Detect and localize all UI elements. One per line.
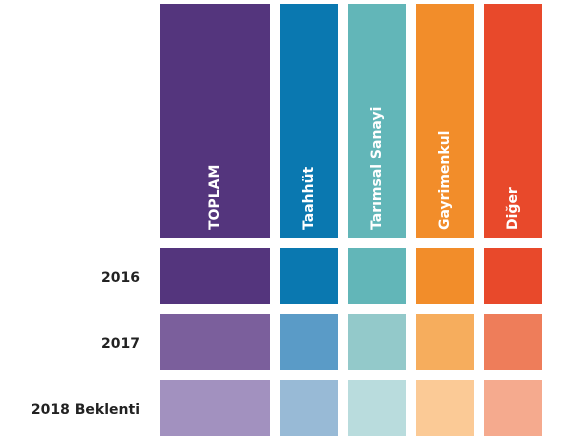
cell xyxy=(160,248,270,304)
column-label: TOPLAM xyxy=(207,165,223,230)
row-label: 2017 xyxy=(101,336,140,352)
column-header xyxy=(348,4,406,238)
cell xyxy=(280,314,338,370)
column-header xyxy=(416,4,474,238)
cell xyxy=(484,248,542,304)
cell xyxy=(160,314,270,370)
cell xyxy=(416,314,474,370)
cell xyxy=(348,314,406,370)
cell xyxy=(348,380,406,436)
cell xyxy=(416,248,474,304)
cell xyxy=(484,380,542,436)
cell xyxy=(416,380,474,436)
column-header xyxy=(484,4,542,238)
column-label: Taahhüt xyxy=(301,166,317,230)
column-label: Gayrimenkul xyxy=(437,131,453,230)
row-label: 2018 Beklenti xyxy=(31,402,140,418)
column-header xyxy=(160,4,270,238)
column-label: Diğer xyxy=(505,187,521,230)
cell xyxy=(280,248,338,304)
column-label: Tarımsal Sanayi xyxy=(369,107,385,230)
cell xyxy=(348,248,406,304)
cell xyxy=(160,380,270,436)
row-label: 2016 xyxy=(101,270,140,286)
cell xyxy=(280,380,338,436)
column-header xyxy=(280,4,338,238)
cell xyxy=(484,314,542,370)
